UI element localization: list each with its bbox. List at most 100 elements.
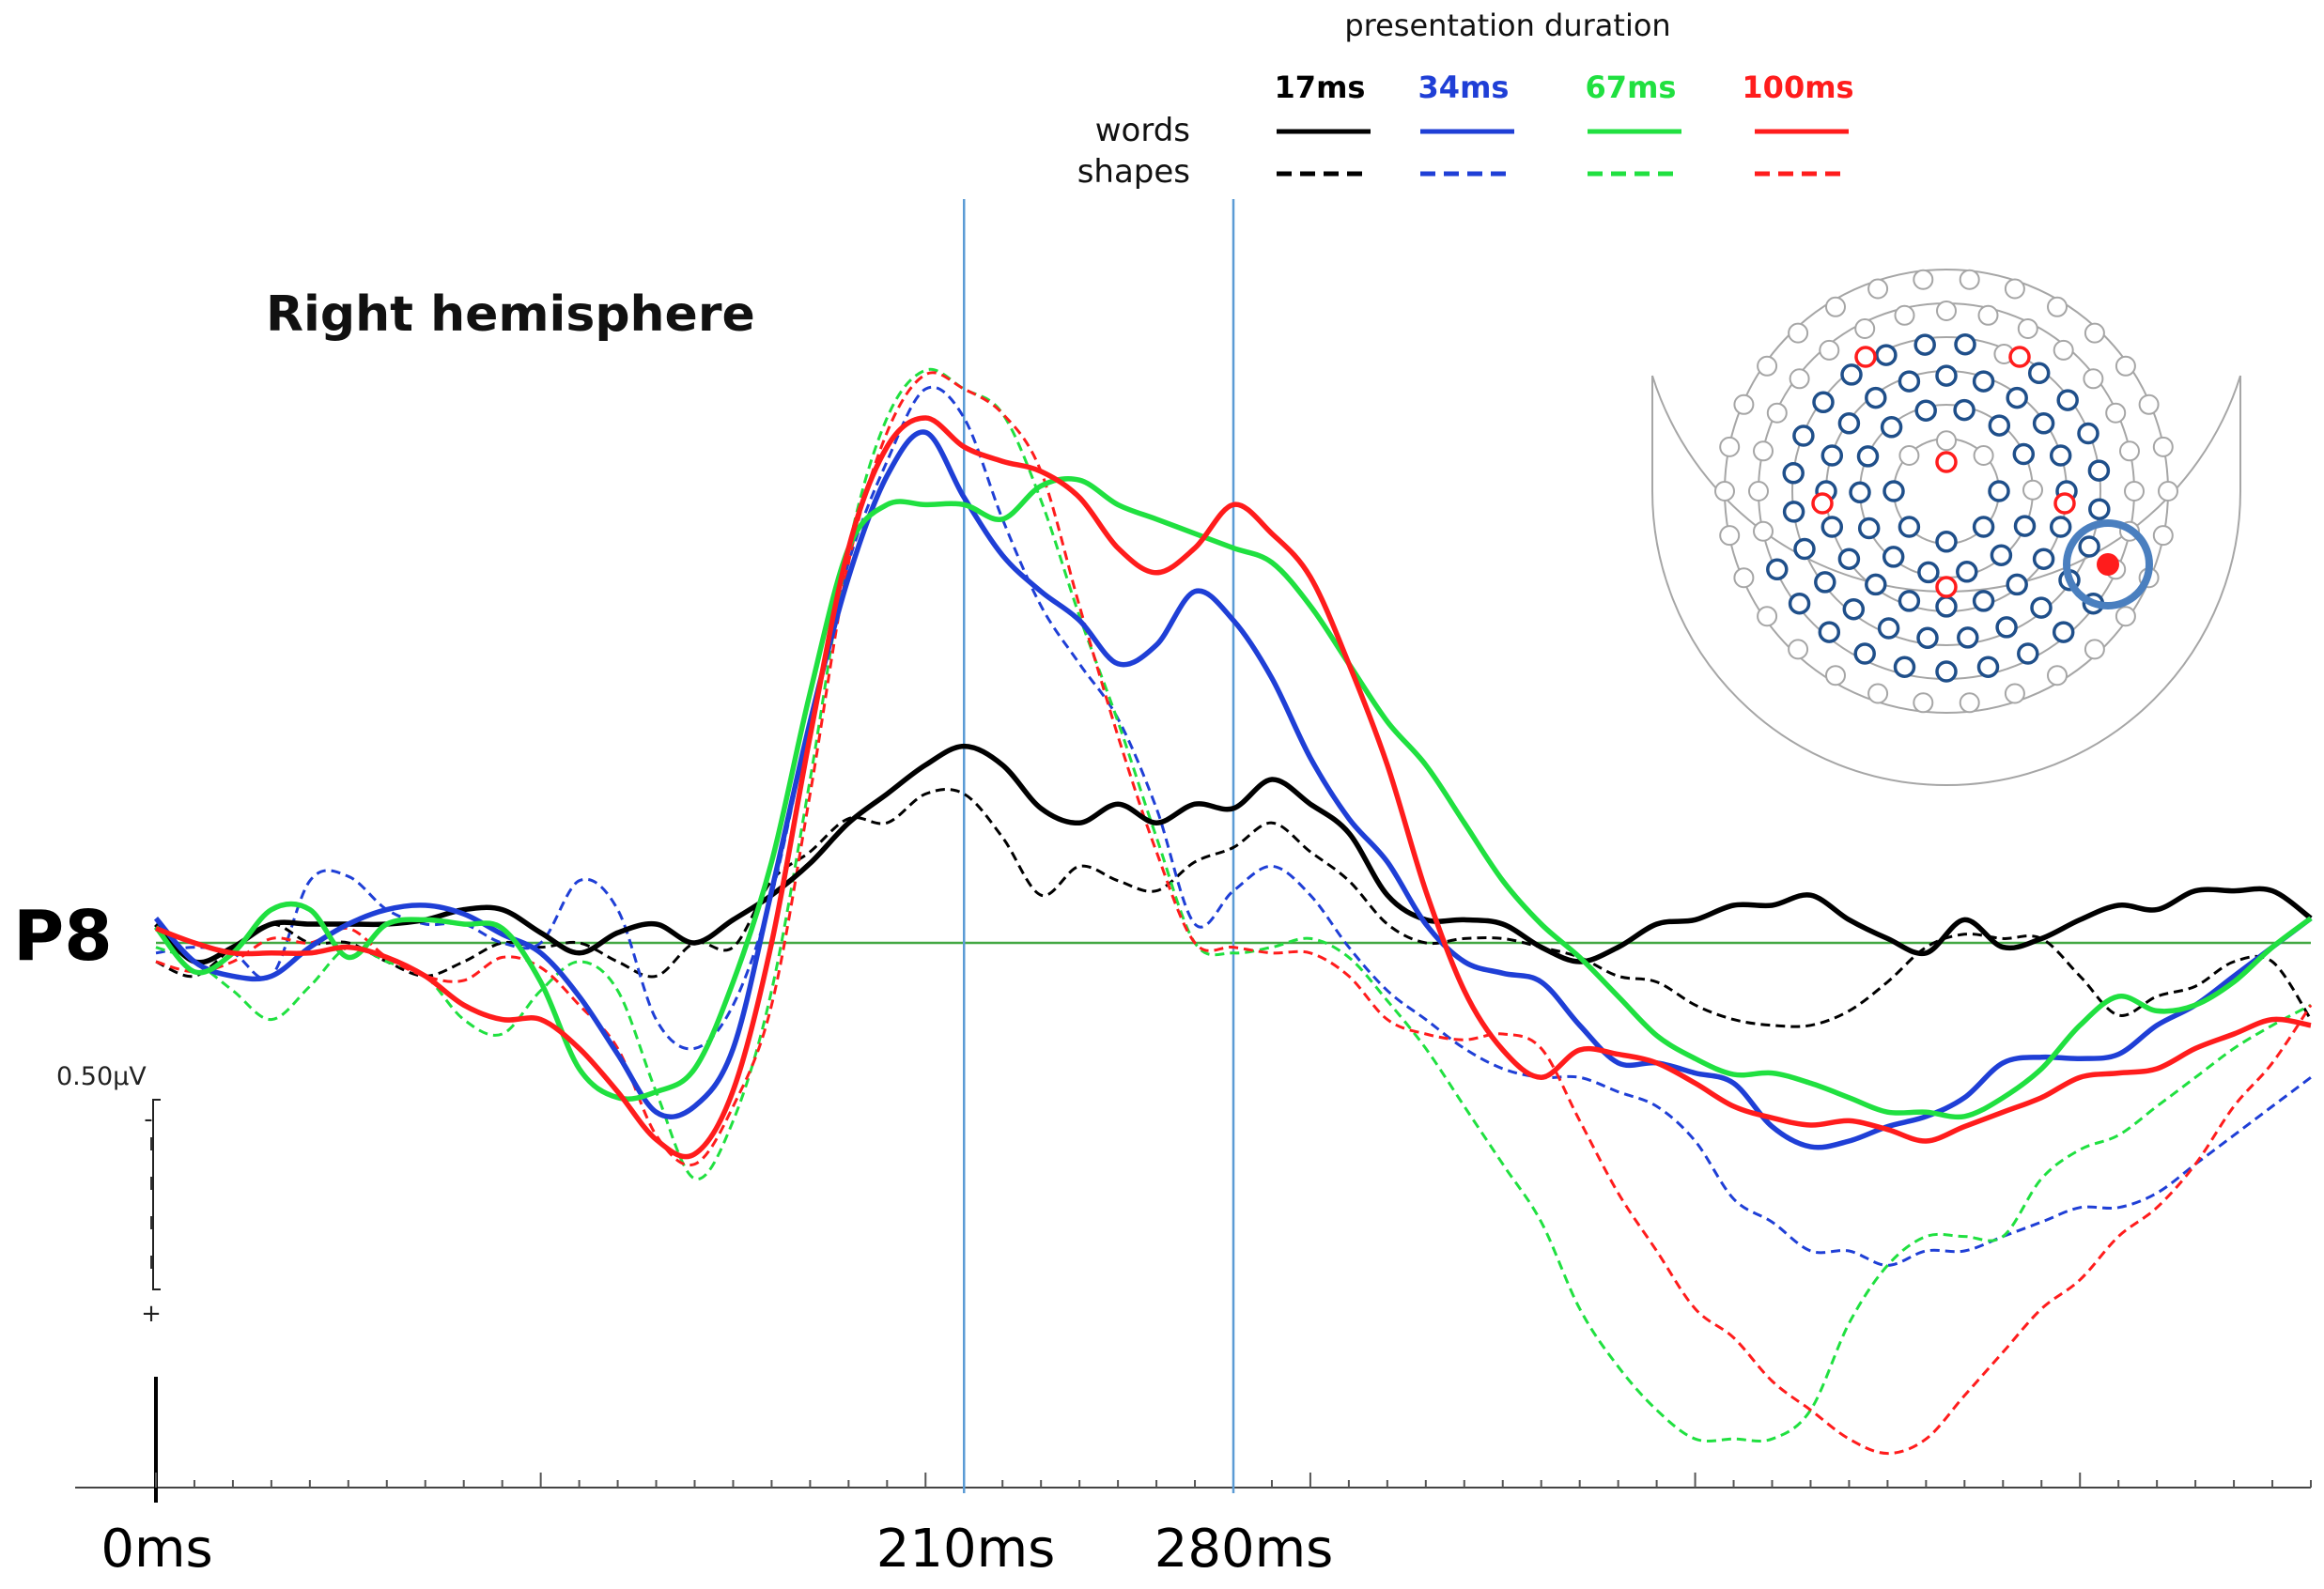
electrode-blue bbox=[2030, 596, 2053, 619]
electrode-blue bbox=[1882, 546, 1905, 568]
series-words-67ms bbox=[153, 476, 2313, 1120]
electrode-blue bbox=[1935, 364, 1958, 387]
series-words-100ms bbox=[155, 415, 2312, 1160]
electrode-gray bbox=[2004, 278, 2025, 300]
electrode-gray bbox=[1936, 301, 1957, 321]
x-tick-labels: 0ms 210ms 280ms bbox=[101, 1519, 1333, 1580]
electrode-gray bbox=[2124, 481, 2145, 501]
electrode-highlighted bbox=[2053, 492, 2076, 515]
electrode-blue bbox=[2078, 535, 2100, 558]
electrode-gray bbox=[1789, 368, 1810, 390]
electrode-gray bbox=[1766, 402, 1788, 424]
electrode-gray bbox=[1733, 393, 1755, 415]
electrode-gray bbox=[1719, 525, 1741, 547]
electrode-gray bbox=[2047, 665, 2068, 687]
electrode-gray bbox=[1733, 567, 1755, 589]
reference-lines bbox=[963, 199, 1235, 1493]
series-shapes-67ms bbox=[155, 367, 2312, 1442]
electrode-blue bbox=[1842, 597, 1866, 621]
electrode-gray bbox=[1748, 481, 1769, 501]
electrode-gray bbox=[2119, 440, 2140, 462]
electrode-gray bbox=[2084, 639, 2105, 660]
waveforms bbox=[153, 367, 2313, 1456]
electrode-blue bbox=[1849, 481, 1871, 504]
electrode-blue bbox=[1972, 590, 1995, 612]
electrode-gray bbox=[1753, 440, 1774, 462]
electrode-gray bbox=[1898, 445, 1920, 466]
electrode-blue bbox=[1853, 642, 1876, 665]
electrode-blue bbox=[1857, 517, 1881, 540]
electrode-blue bbox=[1956, 561, 1978, 583]
electrode-gray bbox=[2105, 402, 2127, 424]
x-ticks bbox=[155, 1473, 2312, 1488]
selected-electrode-dot bbox=[2097, 553, 2119, 576]
electrode-gray bbox=[2053, 339, 2074, 361]
electrode-gray bbox=[2115, 355, 2136, 377]
electrode-gray bbox=[1913, 692, 1934, 714]
electrode-gray bbox=[1757, 355, 1778, 377]
electrode-gray bbox=[2022, 479, 2043, 501]
electrode-blue bbox=[1898, 590, 1921, 612]
electrode-blue bbox=[1893, 656, 1916, 678]
electrode-blue bbox=[1988, 480, 2010, 502]
electrode-blue bbox=[1812, 391, 1835, 414]
scale-bar-label: 0.50µV bbox=[56, 1062, 147, 1091]
electrode-blue bbox=[1782, 501, 1805, 523]
electrode-gray bbox=[1854, 318, 1876, 339]
electrode-blue bbox=[1935, 660, 1958, 683]
electrode-blue bbox=[1814, 571, 1836, 594]
electrode-gray bbox=[1867, 683, 1889, 704]
electrode-gray bbox=[2084, 322, 2105, 344]
electrode-blue bbox=[2012, 442, 2036, 466]
electrode-blue bbox=[1976, 656, 2000, 678]
electrode-highlighted bbox=[2008, 346, 2031, 368]
head-ring bbox=[1758, 302, 2135, 680]
electrode-blue bbox=[2049, 444, 2072, 467]
scale-bar-plus: + bbox=[141, 1300, 162, 1328]
legend-row-shapes: shapes bbox=[1077, 153, 1190, 191]
electrode-blue bbox=[1898, 370, 1921, 393]
electrode-highlighted bbox=[1935, 576, 1958, 598]
series-shapes-17ms bbox=[155, 788, 2313, 1028]
electrode-blue bbox=[1837, 412, 1861, 435]
series-shapes-34ms bbox=[155, 385, 2312, 1267]
electrode-gray bbox=[2017, 318, 2038, 339]
electrode-blue bbox=[1917, 561, 1940, 584]
electrode-gray bbox=[1867, 278, 1889, 300]
electrode-blue bbox=[1875, 344, 1898, 366]
electrode-blue bbox=[2052, 621, 2075, 643]
electrode-gray bbox=[1788, 322, 1809, 344]
electrode-blue bbox=[1935, 595, 1958, 618]
electrode-highlighted bbox=[1811, 492, 1834, 515]
electrode-blue bbox=[2013, 515, 2037, 537]
electrode-blue bbox=[2027, 362, 2051, 385]
x-tick-label-0ms: 0ms bbox=[101, 1519, 212, 1580]
electrode-blue bbox=[1916, 626, 1939, 650]
x-tick-label-210ms: 210ms bbox=[876, 1519, 1056, 1580]
electrode-gray bbox=[1757, 606, 1778, 627]
electrode-gray bbox=[2083, 368, 2104, 390]
head-outline bbox=[1651, 490, 2241, 786]
electrode-blue bbox=[1882, 480, 1905, 502]
legend-title: presentation duration bbox=[1344, 8, 1670, 43]
electrode-gray bbox=[2152, 525, 2174, 547]
electrode-blue bbox=[1913, 333, 1936, 356]
electrode-blue bbox=[1898, 516, 1921, 538]
electrode-blue bbox=[1820, 516, 1844, 538]
electrode-blue bbox=[1972, 516, 1995, 538]
electrode-gray bbox=[1714, 481, 1735, 501]
electrode-gray bbox=[1959, 269, 1980, 290]
legend-label-34ms: 34ms bbox=[1418, 69, 1510, 105]
electrode-highlighted bbox=[1854, 346, 1877, 368]
chart-title: Right hemisphere bbox=[266, 286, 755, 343]
electrode-gray bbox=[1973, 445, 1994, 466]
electrode-blue bbox=[1865, 573, 1887, 596]
electrode-blue bbox=[2006, 386, 2028, 409]
electrode-gray bbox=[1819, 339, 1840, 361]
electrode-highlighted bbox=[1935, 451, 1958, 473]
series-words-17ms bbox=[153, 743, 2313, 965]
electrode-gray bbox=[1788, 639, 1809, 660]
electrode-gray bbox=[1894, 304, 1915, 326]
electrode-blue bbox=[1782, 462, 1805, 485]
x-tick-label-280ms: 280ms bbox=[1154, 1519, 1334, 1580]
